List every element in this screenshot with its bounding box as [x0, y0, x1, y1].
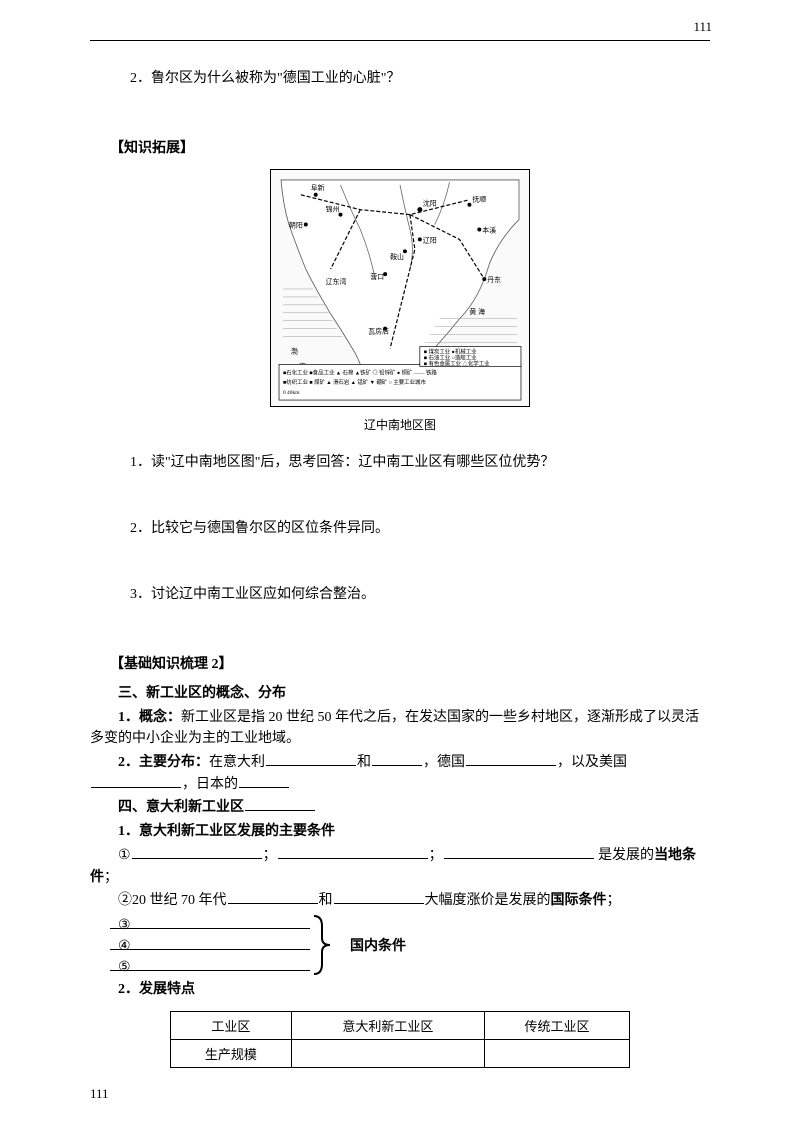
blank-domestic-5: [110, 957, 310, 971]
map-liaozhongnan: 沈阳 抚顺 本溪 辽阳 鞍山 锦州 朝阳 阜新 丹东 营口 大连 瓦房店 辽东湾…: [270, 169, 530, 407]
brace-item-3: ③: [90, 915, 310, 934]
intl-tail: ；: [607, 893, 621, 908]
top-rule: 111: [90, 40, 710, 41]
local-suffix: 是发展的: [595, 848, 655, 863]
svg-text:黄 海: 黄 海: [469, 307, 485, 316]
brace-icon: [310, 914, 332, 976]
map-caption: 辽中南地区图: [90, 416, 710, 433]
dist-text-d: ，以及美国: [557, 755, 627, 770]
local-tail: ；: [104, 870, 118, 885]
distribution-paragraph: 2．主要分布：在意大利 和 ，德国 ，以及美国 ，日本的: [90, 752, 710, 795]
section-base-knowledge-2: 【基础知识梳理 2】: [110, 653, 710, 673]
brace-label-domestic: 国内条件: [350, 935, 406, 955]
th-italy-new: 意大利新工业区: [291, 1011, 484, 1039]
svg-text:鞍山: 鞍山: [390, 252, 404, 261]
heading-4: 四、意大利新工业区: [90, 797, 710, 819]
dist-text-a: 在意大利: [209, 755, 265, 770]
expand-q1: 1．读"辽中南地区图"后，思考回答：辽中南工业区有哪些区位优势？: [130, 451, 710, 471]
blank-italy-2: [372, 752, 422, 766]
brace-num-5: ⑤: [90, 959, 110, 976]
th-industrial-zone: 工业区: [171, 1011, 292, 1039]
svg-text:辽东湾: 辽东湾: [326, 277, 347, 286]
brace-num-3: ③: [90, 917, 110, 934]
intl-bold: 国际条件: [551, 893, 607, 908]
svg-text:锦州: 锦州: [326, 205, 340, 214]
svg-text:■纺织工业 ■ 煤矿 ▲ 滑石岩 ▲ 锰矿 ▼ 硼: ■纺织工业 ■ 煤矿 ▲ 滑石岩 ▲ 锰矿 ▼ 硼矿 ○ 主要工业城市: [283, 378, 426, 386]
svg-text:瓦房店: 瓦房店: [368, 327, 389, 336]
svg-text:朝阳: 朝阳: [289, 221, 303, 230]
intl-c: 大幅度涨价是发展的: [425, 893, 551, 908]
condition-intl: ②20 世纪 70 年代 和 大幅度涨价是发展的国际条件；: [90, 890, 710, 912]
svg-text:■ 石油工业 ○造船工业: ■ 石油工业 ○造船工业: [424, 353, 477, 361]
th-traditional: 传统工业区: [485, 1011, 630, 1039]
condition-local: ①；； 是发展的当地条件；: [90, 845, 710, 888]
question-2-ruhr: 2．鲁尔区为什么被称为"德国工业的心脏"？: [130, 67, 710, 87]
blank-intl-1: [228, 890, 318, 904]
blank-h4: [245, 797, 315, 811]
blank-domestic-3: [110, 915, 310, 929]
blank-germany: [466, 752, 556, 766]
svg-text:渤: 渤: [291, 346, 298, 355]
svg-text:阜新: 阜新: [311, 183, 325, 192]
conditions-label: 1．意大利新工业区发展的主要条件: [90, 821, 710, 843]
page-number-bottom: 111: [90, 1086, 109, 1102]
comparison-table: 工业区 意大利新工业区 传统工业区 生产规模: [170, 1011, 630, 1068]
td-scale-label: 生产规模: [171, 1039, 292, 1067]
intl-a: ②20 世纪 70 年代: [118, 893, 227, 908]
table-row: 生产规模: [171, 1039, 630, 1067]
heading-3: 三、新工业区的概念、分布: [90, 683, 710, 705]
svg-text:0 40km: 0 40km: [283, 390, 300, 396]
svg-text:沈阳: 沈阳: [423, 199, 437, 208]
blank-usa: [91, 774, 181, 788]
blank-local-3: [444, 845, 594, 859]
brace-item-5: ⑤: [90, 957, 310, 976]
map-figure: 沈阳 抚顺 本溪 辽阳 鞍山 锦州 朝阳 阜新 丹东 营口 大连 瓦房店 辽东湾…: [90, 169, 710, 433]
feature-label: 2．发展特点: [90, 979, 710, 1001]
svg-text:丹东: 丹东: [487, 275, 501, 284]
svg-text:■石化工业 ■食品工业 ▲ 石棉 ▲铁矿 ◎ 铅锌矿: ■石化工业 ■食品工业 ▲ 石棉 ▲铁矿 ◎ 铅锌矿 ● 铜矿 —— 铁路: [283, 368, 437, 376]
brace-item-4: ④: [90, 936, 310, 955]
blank-japan: [239, 774, 289, 788]
svg-text:■ 煤炭工业 ●机械工业: ■ 煤炭工业 ●机械工业: [424, 347, 477, 355]
svg-text:辽阳: 辽阳: [423, 235, 437, 244]
blank-local-2: [278, 845, 428, 859]
concept-paragraph: 1．概念：新工业区是指 20 世纪 50 年代之后，在发达国家的一些乡村地区，逐…: [90, 707, 710, 750]
svg-text:■ 有色金属工业 △化学工业: ■ 有色金属工业 △化学工业: [424, 359, 490, 367]
expand-q2: 2．比较它与德国鲁尔区的区位条件异同。: [130, 517, 710, 537]
td-trad-scale: [485, 1039, 630, 1067]
section-knowledge-expand: 【知识拓展】: [110, 137, 710, 157]
blank-domestic-4: [110, 936, 310, 950]
concept-text: 新工业区是指 20 世纪 50 年代之后，在发达国家的一些乡村地区，逐渐形成了以…: [90, 710, 699, 747]
table-header-row: 工业区 意大利新工业区 传统工业区: [171, 1011, 630, 1039]
intl-b: 和: [319, 893, 333, 908]
domestic-conditions-brace: ③ ④ ⑤ 国内条件: [90, 914, 710, 977]
page-number-top: 111: [693, 19, 712, 35]
distribution-label: 2．主要分布：: [118, 755, 209, 770]
heading-4-text: 四、意大利新工业区: [118, 800, 244, 815]
blank-intl-2: [334, 890, 424, 904]
blank-italy-1: [266, 752, 356, 766]
expand-q3: 3．讨论辽中南工业区应如何综合整治。: [130, 583, 710, 603]
blank-local-1: [132, 845, 262, 859]
td-italy-scale: [291, 1039, 484, 1067]
svg-text:抚顺: 抚顺: [472, 195, 486, 204]
concept-label: 1．概念：: [118, 710, 181, 725]
dist-text-b: 和: [357, 755, 371, 770]
dist-text-c: ，德国: [423, 755, 465, 770]
dist-text-e: ，日本的: [182, 777, 238, 792]
svg-text:营口: 营口: [370, 272, 384, 281]
svg-text:本溪: 本溪: [482, 225, 496, 234]
brace-num-4: ④: [90, 938, 110, 955]
